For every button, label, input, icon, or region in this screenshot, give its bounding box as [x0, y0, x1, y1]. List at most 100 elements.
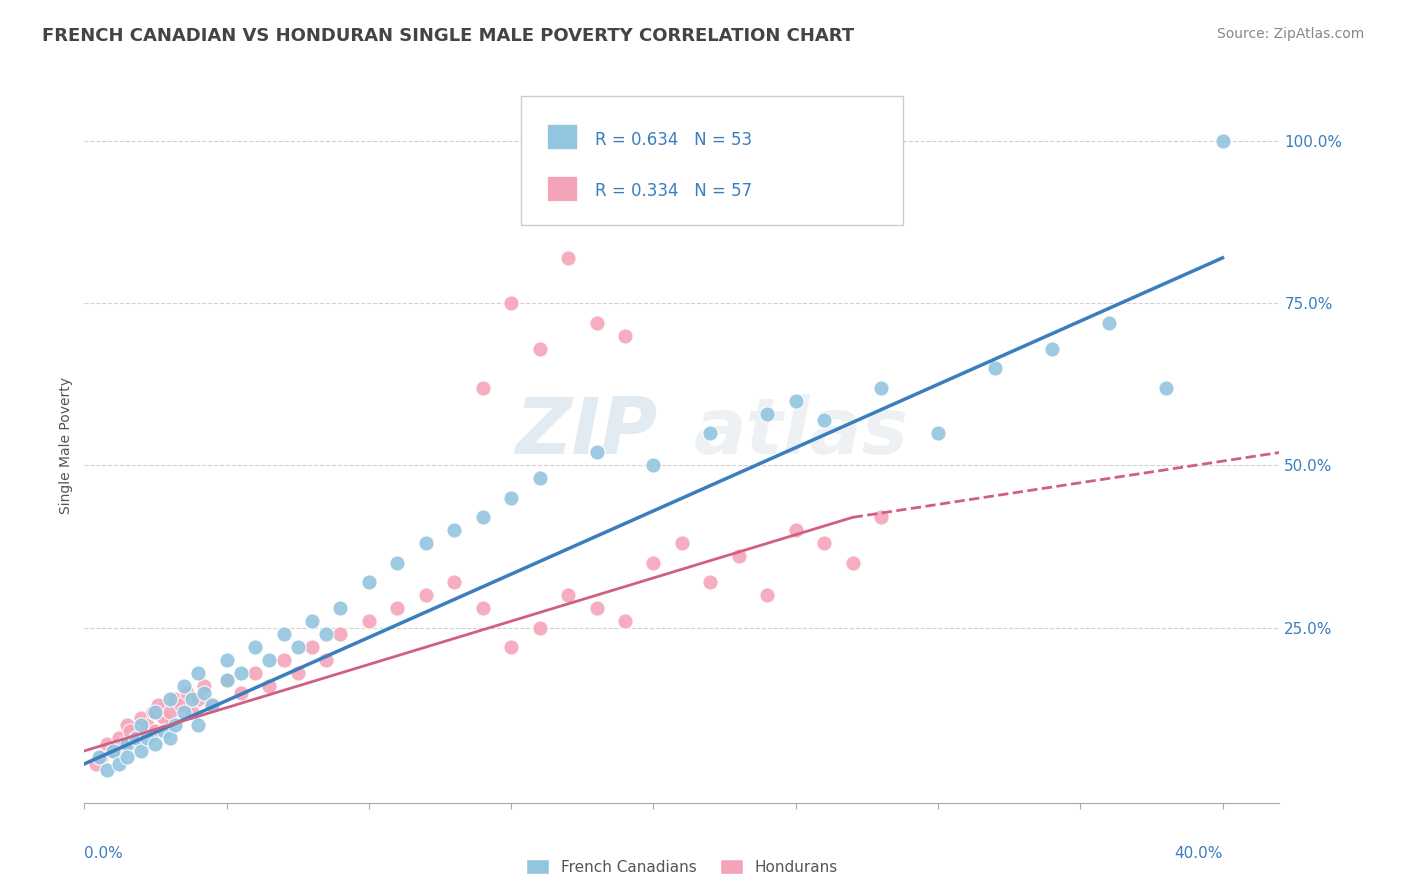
Point [1040, 342, 1063, 356]
Point [153, 724, 176, 739]
Point [984, 361, 1007, 376]
Point [165, 692, 187, 706]
Point [129, 744, 152, 758]
Point [170, 698, 193, 713]
Point [501, 491, 523, 505]
Point [136, 718, 159, 732]
Point [501, 640, 523, 654]
Point [96, 738, 118, 752]
Point [301, 614, 323, 628]
Point [557, 588, 579, 602]
Point [301, 640, 323, 654]
Point [187, 718, 209, 732]
Point [529, 471, 551, 485]
Point [756, 588, 779, 602]
Point [115, 750, 138, 764]
Point [176, 685, 198, 699]
Point [129, 718, 152, 732]
Point [415, 588, 437, 602]
Point [529, 342, 551, 356]
Point [614, 614, 637, 628]
Point [471, 510, 494, 524]
Point [193, 685, 215, 699]
Point [136, 731, 159, 745]
Point [187, 666, 209, 681]
Point [243, 666, 266, 681]
Text: FRENCH CANADIAN VS HONDURAN SINGLE MALE POVERTY CORRELATION CHART: FRENCH CANADIAN VS HONDURAN SINGLE MALE … [42, 27, 855, 45]
Point [107, 731, 129, 745]
Point [1212, 134, 1234, 148]
Point [315, 627, 337, 641]
Point [201, 698, 224, 713]
Point [870, 381, 893, 395]
Point [96, 764, 118, 778]
Point [84, 756, 107, 771]
Point [159, 731, 181, 745]
Point [387, 601, 409, 615]
Text: 0.0%: 0.0% [84, 846, 124, 861]
Point [387, 556, 409, 570]
Point [259, 653, 281, 667]
Point [229, 666, 252, 681]
Point [529, 621, 551, 635]
FancyBboxPatch shape [547, 124, 576, 149]
Point [273, 627, 295, 641]
Text: ZIP: ZIP [515, 393, 658, 470]
Point [785, 524, 807, 538]
Point [124, 731, 146, 745]
Point [215, 653, 238, 667]
Point [273, 653, 295, 667]
Point [181, 692, 204, 706]
Point [643, 556, 665, 570]
Point [165, 718, 187, 732]
Point [124, 731, 146, 745]
Point [101, 744, 124, 758]
Y-axis label: Single Male Poverty: Single Male Poverty [59, 377, 73, 515]
Point [145, 705, 167, 719]
Point [841, 556, 863, 570]
Point [101, 744, 124, 758]
Point [357, 614, 380, 628]
Legend: French Canadians, Hondurans: French Canadians, Hondurans [520, 853, 844, 880]
Point [90, 750, 112, 764]
Point [471, 601, 494, 615]
Point [142, 705, 165, 719]
Point [870, 510, 893, 524]
Point [287, 640, 309, 654]
Point [614, 328, 637, 343]
Point [87, 750, 110, 764]
Text: R = 0.634   N = 53: R = 0.634 N = 53 [595, 131, 752, 149]
Point [443, 575, 465, 590]
Point [785, 393, 807, 408]
Point [173, 705, 195, 719]
FancyBboxPatch shape [547, 176, 576, 201]
Point [329, 627, 352, 641]
Point [643, 458, 665, 473]
Point [107, 756, 129, 771]
Point [471, 381, 494, 395]
Point [699, 425, 721, 440]
Point [315, 653, 337, 667]
Point [329, 601, 352, 615]
Point [181, 705, 204, 719]
Point [159, 692, 181, 706]
Point [727, 549, 749, 564]
Point [585, 445, 607, 459]
Point [259, 679, 281, 693]
Point [357, 575, 380, 590]
Point [243, 640, 266, 654]
Point [927, 425, 949, 440]
Text: atlas: atlas [695, 393, 908, 470]
Point [671, 536, 693, 550]
Point [1154, 381, 1177, 395]
Point [756, 407, 779, 421]
Point [699, 575, 721, 590]
Point [443, 524, 465, 538]
Text: R = 0.334   N = 57: R = 0.334 N = 57 [595, 182, 752, 201]
Point [115, 738, 138, 752]
Point [813, 536, 835, 550]
Point [585, 601, 607, 615]
Point [153, 711, 176, 725]
Point [1098, 316, 1121, 330]
Point [187, 692, 209, 706]
